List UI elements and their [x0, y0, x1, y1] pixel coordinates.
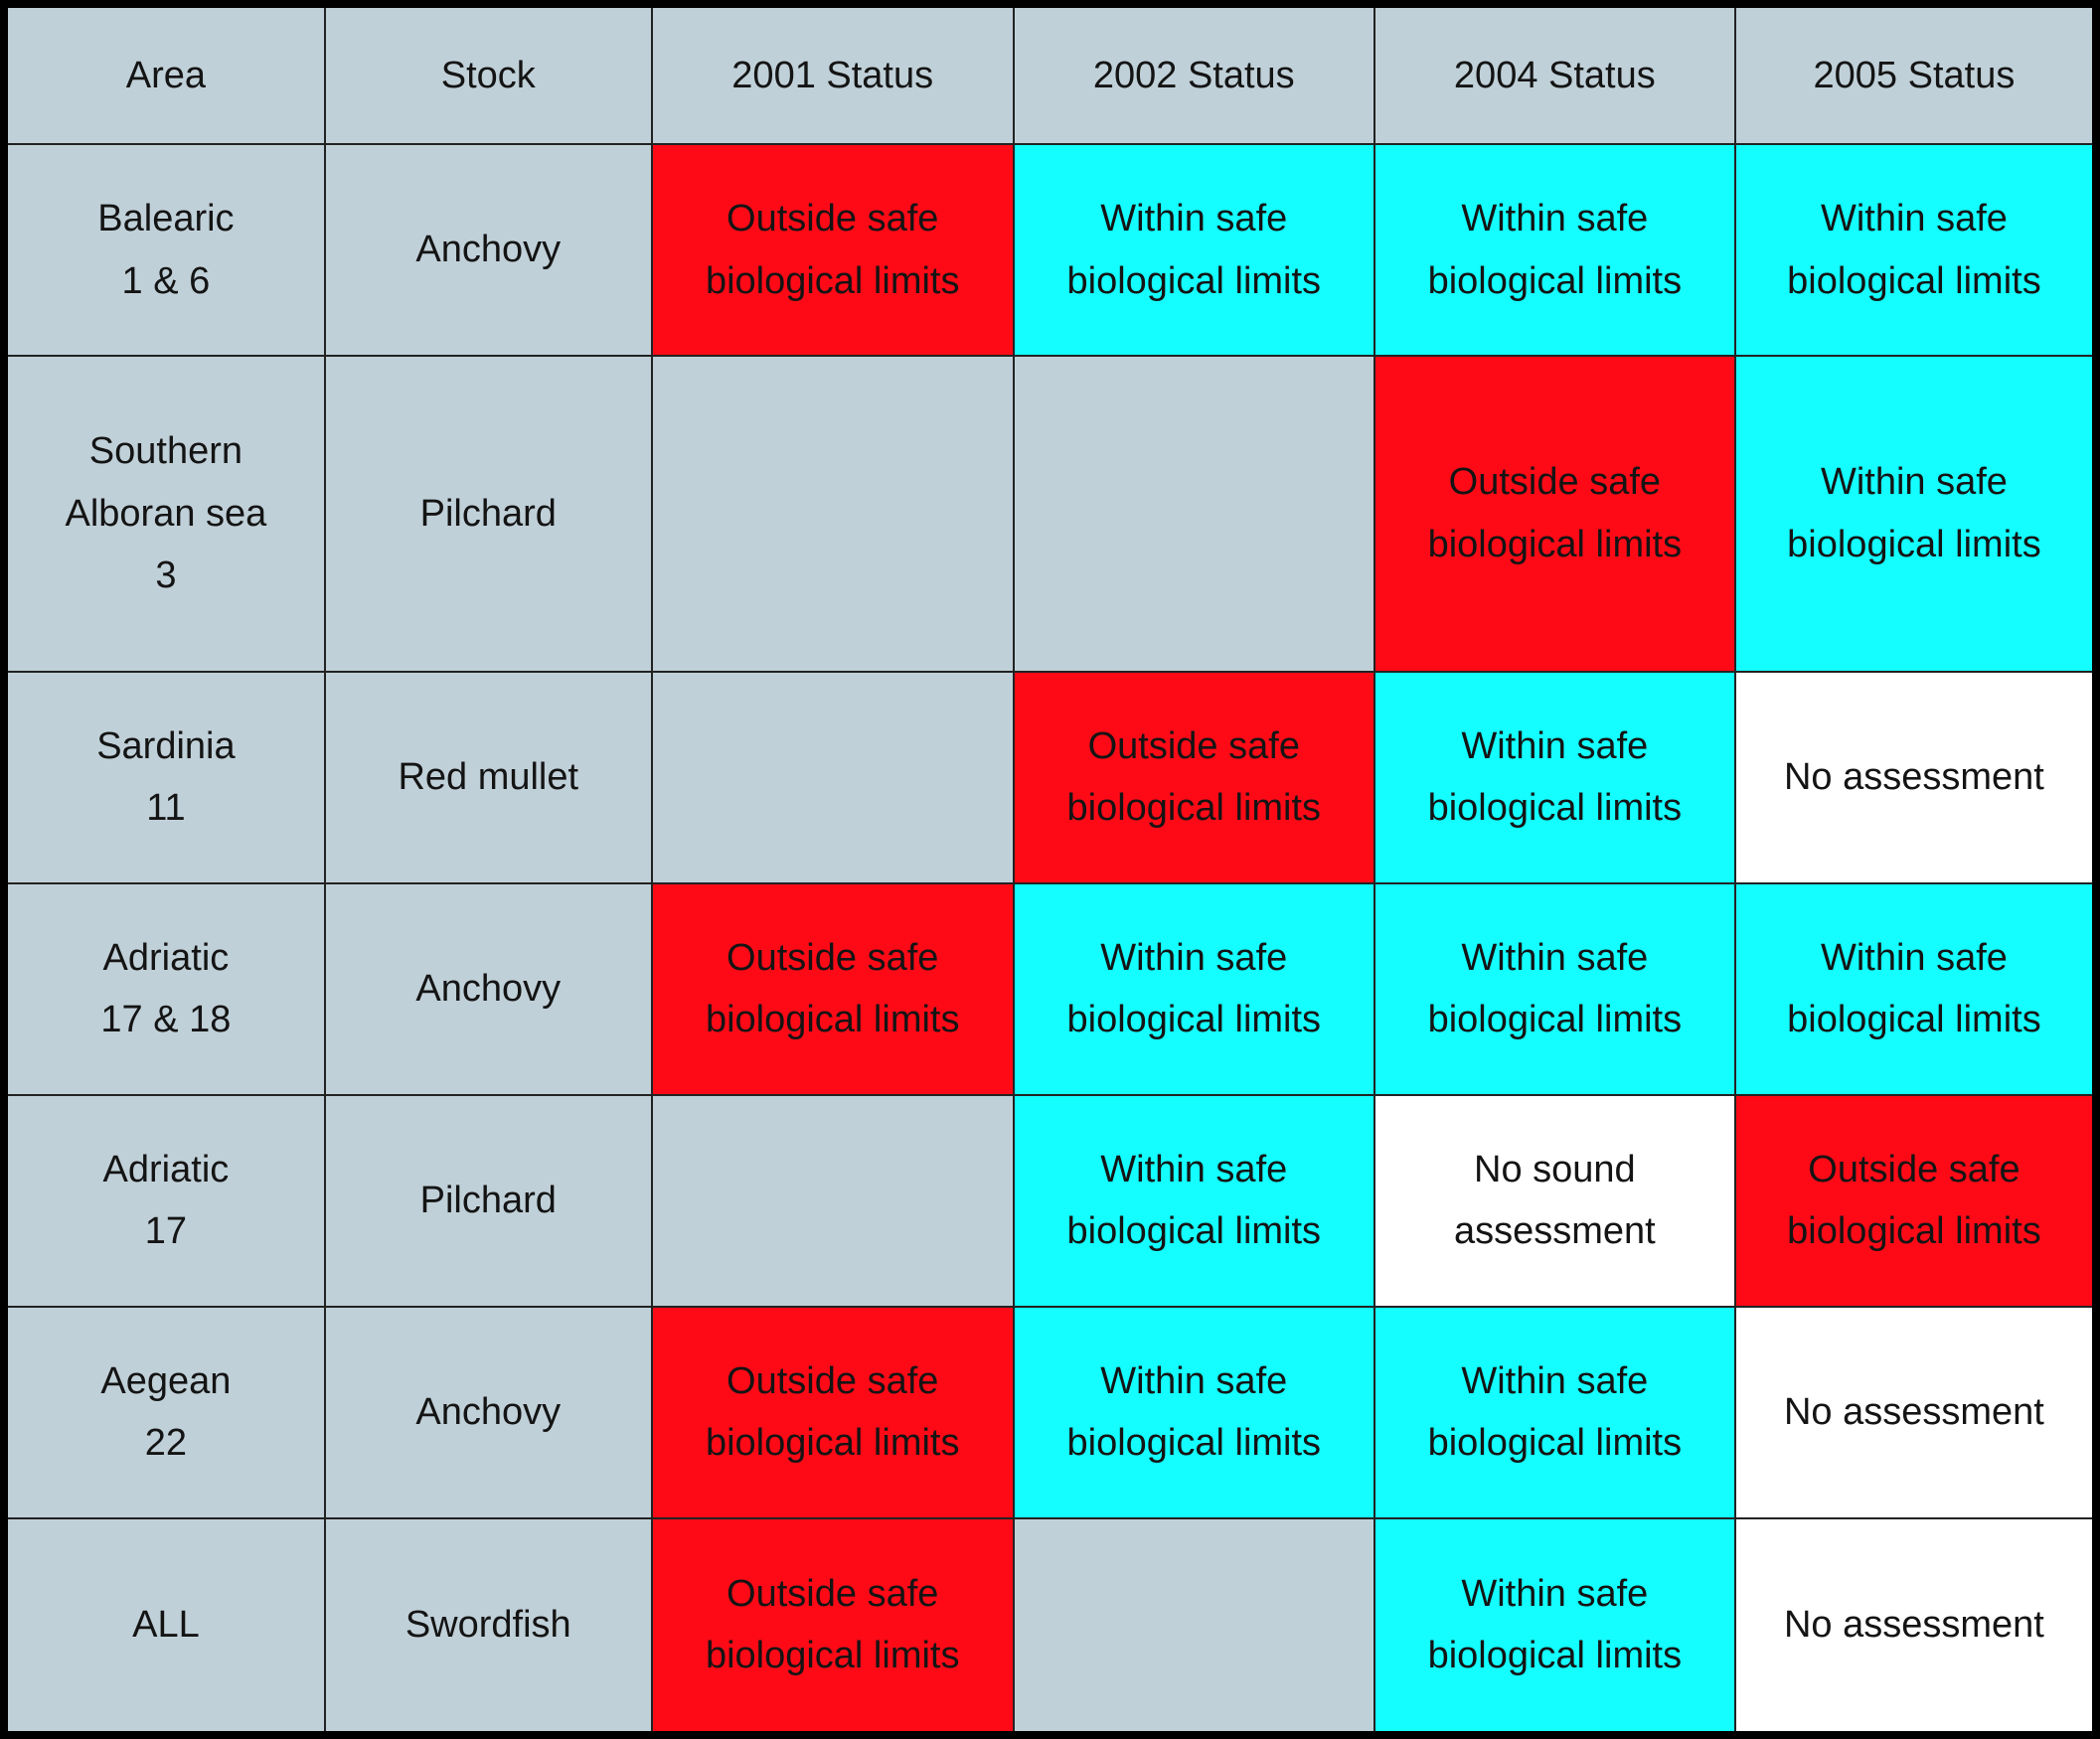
status-cell: No assessment [1733, 670, 2098, 884]
stock-cell: Anchovy [323, 142, 653, 358]
status-cell: Outside safe biological limits [650, 881, 1015, 1096]
status-cell: No sound assessment [1373, 1093, 1736, 1308]
status-cell: Outside safe biological limits [650, 142, 1015, 358]
area-cell: Southern Alboran sea 3 [3, 355, 326, 673]
status-cell: Outside safe biological limits [1733, 1093, 2098, 1308]
header-cell: 2002 Status [1012, 3, 1375, 145]
table-row: Adriatic 17 Pilchard Within safe biologica… [3, 1093, 2098, 1308]
status-cell: Within safe biological limits [1012, 881, 1375, 1096]
status-cell [1012, 355, 1375, 673]
status-cell [650, 670, 1015, 884]
table-row: Balearic 1 & 6 Anchovy Outside safe biolog… [3, 142, 2098, 358]
status-cell: Outside safe biological limits [650, 1516, 1015, 1737]
status-cell [650, 1093, 1015, 1308]
header-cell: Area [3, 3, 326, 145]
table-row: Sardinia 11 Red mullet Outside safe biolog… [3, 670, 2098, 884]
status-cell: Within safe biological limits [1373, 142, 1736, 358]
status-cell: No assessment [1733, 1516, 2098, 1737]
status-cell: Outside safe biological limits [1373, 355, 1736, 673]
area-cell: Adriatic 17 [3, 1093, 326, 1308]
status-cell [1012, 1516, 1375, 1737]
stock-cell: Pilchard [323, 1093, 653, 1308]
table-row: Southern Alboran sea 3 Pilchard Outside sa… [3, 355, 2098, 673]
stock-cell: Pilchard [323, 355, 653, 673]
status-cell: Within safe biological limits [1733, 355, 2098, 673]
header-row: Area Stock 2001 Status 2002 Status 2004 Stat… [3, 3, 2098, 145]
header-cell: Stock [323, 3, 653, 145]
status-cell: Within safe biological limits [1012, 142, 1375, 358]
status-cell: Within safe biological limits [1012, 1093, 1375, 1308]
stock-cell: Red mullet [323, 670, 653, 884]
status-cell: Within safe biological limits [1373, 881, 1736, 1096]
area-cell: Balearic 1 & 6 [3, 142, 326, 358]
header-cell: 2004 Status [1373, 3, 1736, 145]
status-cell: Within safe biological limits [1373, 670, 1736, 884]
stock-cell: Swordfish [323, 1516, 653, 1737]
status-cell: Within safe biological limits [1012, 1305, 1375, 1519]
area-cell: Sardinia 11 [3, 670, 326, 884]
area-cell: ALL [3, 1516, 326, 1737]
area-cell: Aegean 22 [3, 1305, 326, 1519]
status-cell: No assessment [1733, 1305, 2098, 1519]
table-row: Adriatic 17 & 18 Anchovy Outside safe biol… [3, 881, 2098, 1096]
header-cell: 2005 Status [1733, 3, 2098, 145]
status-cell: Outside safe biological limits [650, 1305, 1015, 1519]
status-cell: Outside safe biological limits [1012, 670, 1375, 884]
stock-cell: Anchovy [323, 1305, 653, 1519]
stock-cell: Anchovy [323, 881, 653, 1096]
status-cell: Within safe biological limits [1733, 142, 2098, 358]
area-cell: Adriatic 17 & 18 [3, 881, 326, 1096]
status-cell: Within safe biological limits [1733, 881, 2098, 1096]
status-cell: Within safe biological limits [1373, 1305, 1736, 1519]
header-cell: 2001 Status [650, 3, 1015, 145]
table-row: Aegean 22 Anchovy Outside safe biological … [3, 1305, 2098, 1519]
table-row: ALL Swordfish Outside safe biological limi… [3, 1516, 2098, 1737]
status-cell: Within safe biological limits [1373, 1516, 1736, 1737]
status-cell [650, 355, 1015, 673]
